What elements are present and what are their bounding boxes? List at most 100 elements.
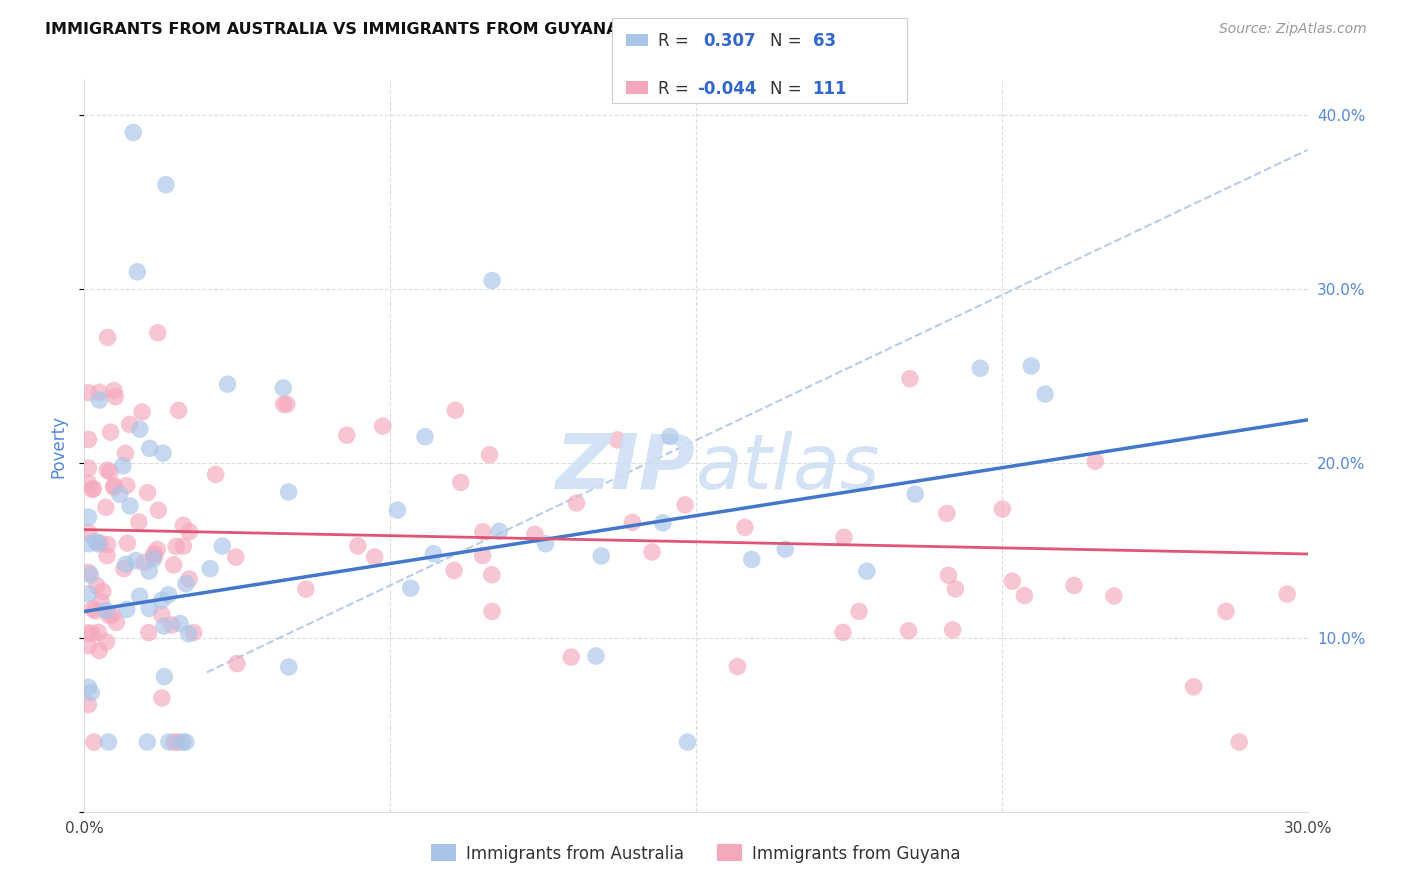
- Point: [114, 446, 136, 460]
- Point: [115, 478, 138, 492]
- Point: [775, 542, 797, 557]
- Point: [77, 525, 100, 540]
- Point: [77, 385, 100, 400]
- Point: [150, 593, 173, 607]
- Point: [84, 534, 107, 549]
- Point: [174, 735, 197, 749]
- Point: [1084, 454, 1107, 468]
- Text: R =: R =: [658, 32, 695, 50]
- Point: [363, 549, 385, 564]
- Point: [136, 735, 159, 749]
- Point: [89, 536, 111, 550]
- Point: [897, 624, 920, 638]
- Point: [128, 422, 150, 436]
- Point: [413, 430, 436, 444]
- Text: R =: R =: [658, 80, 695, 98]
- Point: [399, 581, 422, 595]
- Point: [77, 625, 100, 640]
- Point: [856, 564, 879, 578]
- Point: [112, 562, 135, 576]
- Point: [481, 274, 503, 288]
- Point: [1014, 589, 1036, 603]
- Point: [1227, 735, 1250, 749]
- Point: [142, 547, 165, 561]
- Point: [450, 475, 472, 490]
- Point: [89, 643, 111, 657]
- Point: [87, 625, 110, 640]
- Point: [103, 478, 125, 492]
- Point: [179, 524, 201, 539]
- Point: [832, 625, 855, 640]
- Point: [103, 480, 125, 494]
- Point: [741, 552, 763, 566]
- Point: [96, 635, 118, 649]
- Point: [177, 627, 200, 641]
- Point: [277, 660, 299, 674]
- Point: [560, 650, 582, 665]
- Point: [938, 568, 960, 582]
- Point: [1102, 589, 1125, 603]
- Point: [114, 558, 136, 572]
- Point: [91, 584, 114, 599]
- Point: [848, 604, 870, 618]
- Point: [1182, 680, 1205, 694]
- Point: [108, 487, 131, 501]
- Point: [111, 458, 134, 473]
- Point: [422, 547, 444, 561]
- Point: [127, 265, 149, 279]
- Point: [606, 433, 628, 447]
- Point: [94, 603, 117, 617]
- Text: 0.307: 0.307: [703, 32, 755, 50]
- Point: [481, 567, 503, 582]
- Point: [128, 589, 150, 603]
- Point: [77, 698, 100, 712]
- Point: [727, 659, 749, 673]
- Point: [77, 476, 100, 491]
- Point: [122, 126, 145, 140]
- Point: [138, 442, 160, 456]
- Point: [77, 566, 100, 580]
- Point: [89, 392, 111, 407]
- Point: [167, 735, 190, 749]
- Point: [174, 576, 197, 591]
- Point: [131, 405, 153, 419]
- Point: [523, 527, 546, 541]
- Point: [1277, 587, 1299, 601]
- Point: [103, 384, 125, 398]
- Point: [155, 178, 177, 192]
- Point: [444, 403, 467, 417]
- Point: [1063, 578, 1085, 592]
- Point: [138, 625, 160, 640]
- Point: [167, 403, 190, 417]
- Point: [104, 390, 127, 404]
- Point: [134, 556, 156, 570]
- Point: [1001, 574, 1024, 589]
- Point: [77, 537, 100, 551]
- Y-axis label: Poverty: Poverty: [49, 415, 67, 477]
- Point: [82, 483, 104, 497]
- Point: [157, 735, 180, 749]
- Point: [79, 568, 101, 582]
- Point: [84, 604, 107, 618]
- Point: [128, 515, 150, 529]
- Point: [118, 499, 141, 513]
- Point: [273, 397, 295, 411]
- Point: [211, 539, 233, 553]
- Point: [82, 601, 104, 615]
- Text: -0.044: -0.044: [697, 80, 756, 98]
- Text: Source: ZipAtlas.com: Source: ZipAtlas.com: [1219, 22, 1367, 37]
- Point: [138, 601, 160, 615]
- Point: [226, 657, 249, 671]
- Point: [89, 385, 111, 400]
- Point: [87, 537, 110, 551]
- Point: [534, 537, 557, 551]
- Point: [77, 433, 100, 447]
- Point: [96, 549, 118, 563]
- Point: [124, 553, 146, 567]
- Point: [163, 558, 186, 572]
- Point: [621, 516, 644, 530]
- Point: [478, 448, 501, 462]
- Point: [152, 446, 174, 460]
- Point: [136, 485, 159, 500]
- Point: [148, 503, 170, 517]
